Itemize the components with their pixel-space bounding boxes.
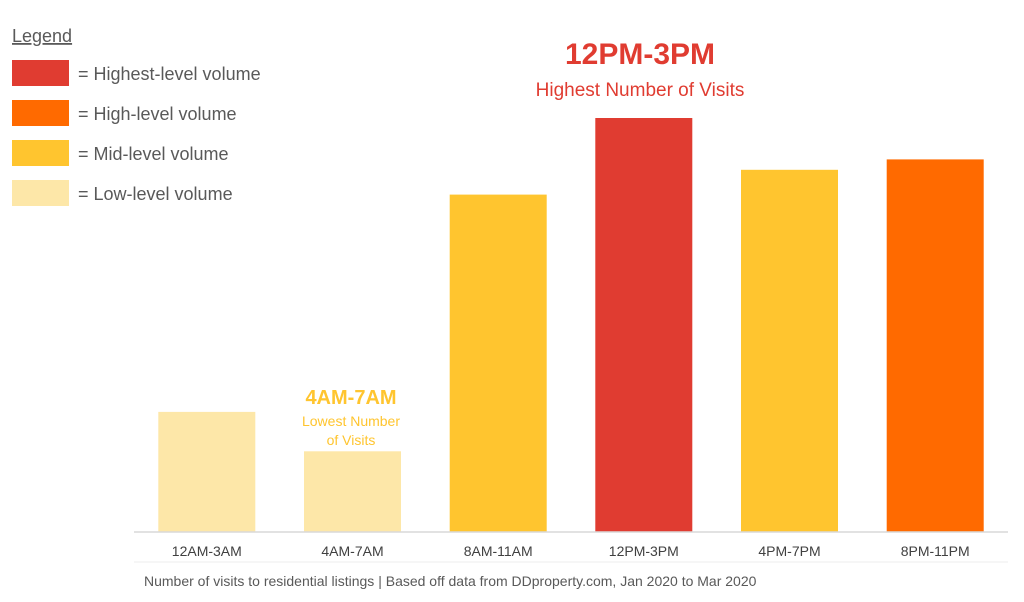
legend-label-highest: = Highest-level volume — [78, 64, 261, 84]
category-label-4pm-7pm: 4PM-7PM — [758, 543, 820, 559]
bars — [158, 118, 984, 533]
legend: Legend = Highest-level volume = High-leve… — [12, 26, 261, 206]
footnote: Number of visits to residential listings… — [144, 573, 757, 589]
bar-8pm-11pm — [886, 159, 984, 532]
bar-8am-11am — [449, 194, 547, 532]
category-label-8pm-11pm: 8PM-11PM — [901, 543, 970, 559]
legend-swatch-high — [12, 100, 69, 126]
lowest-callout-subtitle-line2: of Visits — [327, 432, 376, 448]
highest-callout-subtitle: Highest Number of Visits — [536, 80, 745, 101]
legend-label-high: = High-level volume — [78, 104, 237, 124]
highest-callout: 12PM-3PM Highest Number of Visits — [536, 38, 745, 101]
bar-12pm-3pm — [595, 118, 693, 532]
category-label-12pm-3pm: 12PM-3PM — [609, 543, 679, 559]
legend-swatch-highest — [12, 60, 69, 86]
legend-items: = Highest-level volume = High-level volum… — [12, 60, 261, 206]
category-labels: 12AM-3AM 4AM-7AM 8AM-11AM 12PM-3PM 4PM-7PM 8P… — [172, 543, 970, 559]
legend-title: Legend — [12, 26, 72, 46]
legend-label-low: = Low-level volume — [78, 184, 233, 204]
category-label-12am-3am: 12AM-3AM — [172, 543, 242, 559]
bar-4am-7am — [304, 451, 401, 532]
category-label-8am-11am: 8AM-11AM — [464, 543, 533, 559]
bar-12am-3am — [158, 411, 256, 532]
legend-swatch-mid — [12, 140, 69, 166]
highest-callout-title: 12PM-3PM — [565, 38, 715, 71]
category-label-4am-7am: 4AM-7AM — [321, 543, 383, 559]
lowest-callout-subtitle-line1: Lowest Number — [302, 413, 400, 429]
lowest-callout: 4AM-7AM Lowest Number of Visits — [302, 387, 400, 448]
legend-label-mid: = Mid-level volume — [78, 144, 229, 164]
lowest-callout-title: 4AM-7AM — [305, 387, 396, 409]
bar-4pm-7pm — [741, 169, 838, 533]
legend-swatch-low — [12, 180, 69, 206]
